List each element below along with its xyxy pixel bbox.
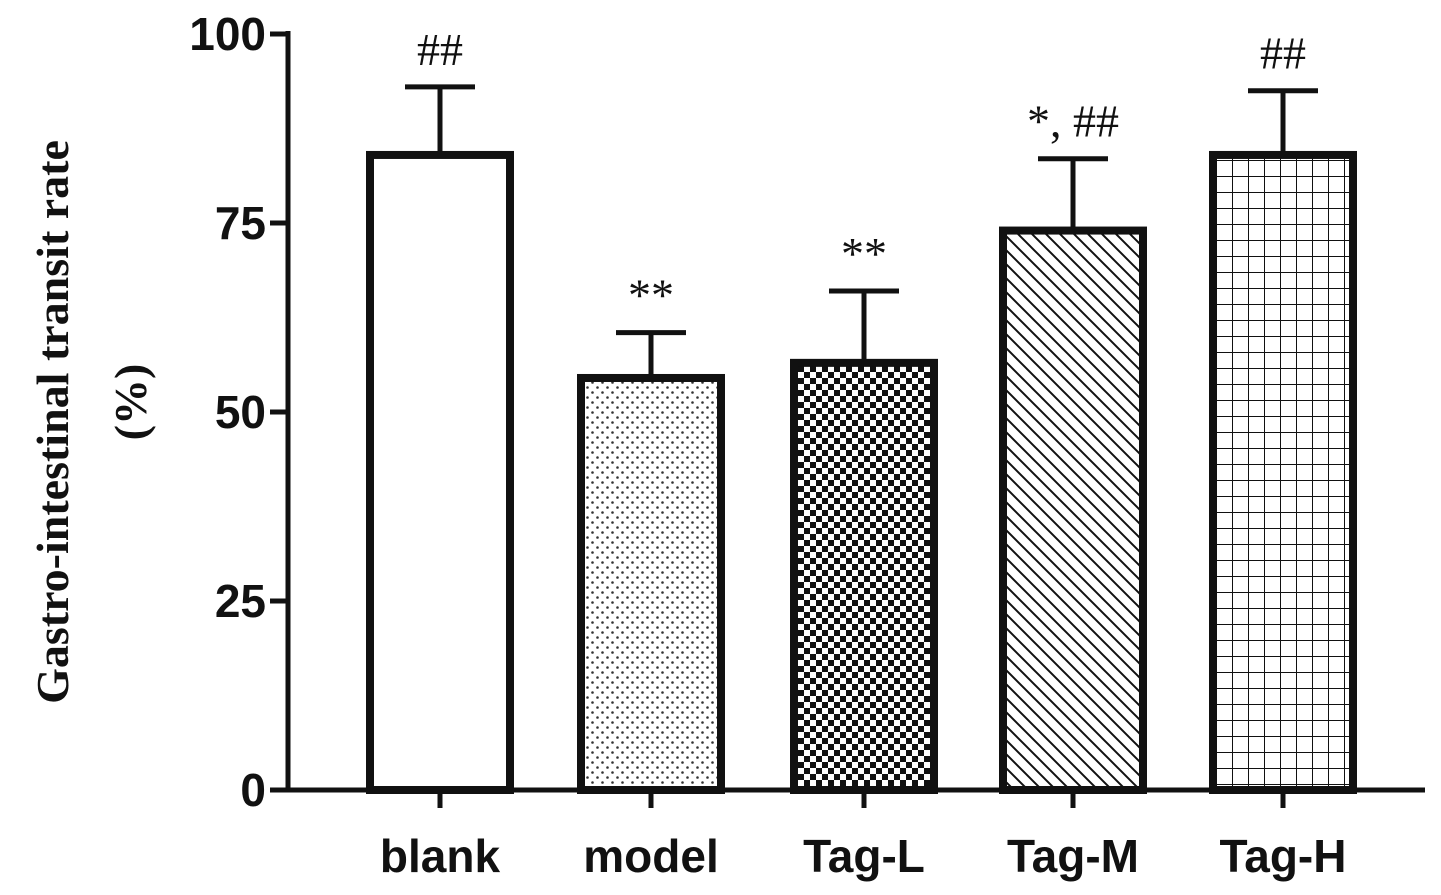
significance-annotation: ** xyxy=(628,270,674,321)
x-tick-label: blank xyxy=(380,830,501,882)
x-tick-label: Tag-L xyxy=(803,830,925,882)
bar-blank xyxy=(366,150,514,794)
x-tick-label: Tag-M xyxy=(1007,830,1139,882)
bars: blank ## model ** Tag-L ** Tag-M *, ## Tag-H ## xyxy=(366,24,1357,882)
y-tick-label: 50 xyxy=(215,386,266,438)
significance-annotation: ** xyxy=(841,228,887,279)
y-tick-label: 0 xyxy=(240,764,266,816)
bar-tag-h xyxy=(1209,150,1357,794)
y-axis-label: Gastro-intestinal transit rate (%) xyxy=(27,140,156,704)
significance-annotation: ## xyxy=(417,24,463,75)
bar-tag-l xyxy=(790,358,938,794)
significance-annotation: *, ## xyxy=(1027,96,1119,147)
y-axis-title-line2: (%) xyxy=(105,364,156,441)
y-tick-label: 25 xyxy=(215,575,266,627)
x-tick-label: model xyxy=(583,830,718,882)
y-axis-title-line1: Gastro-intestinal transit rate xyxy=(27,140,78,704)
bar-model xyxy=(577,373,725,794)
significance-annotation: ## xyxy=(1260,28,1306,79)
x-tick-label: Tag-H xyxy=(1220,830,1347,882)
y-tick-label: 100 xyxy=(189,8,266,60)
bar-tag-m xyxy=(999,226,1147,794)
y-tick-label: 75 xyxy=(215,197,266,249)
